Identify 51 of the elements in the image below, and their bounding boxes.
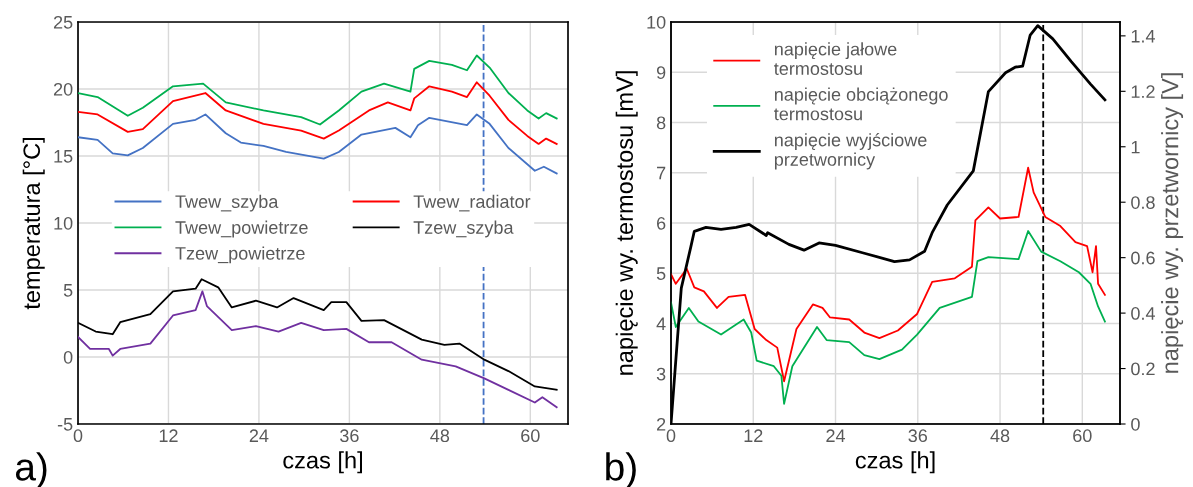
y-tick-label: 5 <box>656 267 666 280</box>
y-tick-label: 10 <box>647 15 666 29</box>
legend-label: Twew_radiator <box>413 194 531 212</box>
x-tick-label: 0 <box>666 429 676 443</box>
x-tick-label: 36 <box>340 429 359 443</box>
x-tick-label: 36 <box>908 429 928 443</box>
legend-label: Twew_szyba <box>175 194 279 212</box>
legend-label: Tzew_powietrze <box>175 246 305 264</box>
y-tick-label: -5 <box>57 418 73 431</box>
y-tick-label: 20 <box>53 82 73 96</box>
x-axis-title: czas [h] <box>855 451 935 474</box>
x-tick-label: 12 <box>159 429 178 442</box>
y-tick-label: 10 <box>54 216 73 230</box>
y2-tick-label: 1.4 <box>1131 29 1155 43</box>
y2-tick-label: 1.2 <box>1131 85 1155 98</box>
x-axis-title: czas [h] <box>283 451 362 474</box>
x-tick-label: 12 <box>744 429 763 442</box>
y2-axis-title: napięcie wy. przetwornicy [V] <box>1161 73 1184 373</box>
x-tick-label: 48 <box>430 429 450 443</box>
legend-label: Twew_powietrze <box>175 220 308 238</box>
y2-tick-label: 1 <box>1131 140 1140 154</box>
y-tick-label: 0 <box>63 350 73 364</box>
y-tick-label: 25 <box>53 15 73 29</box>
x-tick-label: 24 <box>826 429 846 442</box>
y-tick-label: 8 <box>656 116 666 130</box>
y-tick-label: 9 <box>656 66 666 79</box>
y2-tick-label: 0.8 <box>1131 196 1155 209</box>
line-series <box>78 290 558 409</box>
x-tick-label: 60 <box>521 429 540 443</box>
y-tick-label: 3 <box>656 367 666 381</box>
legend-label: Tzew_szyba <box>413 220 514 238</box>
y2-tick-label: 0.2 <box>1131 362 1155 376</box>
line-series <box>78 81 558 145</box>
line-series <box>671 230 1106 405</box>
y2-tick-label: 0.4 <box>1131 307 1155 320</box>
y-tick-label: 15 <box>54 150 73 163</box>
y-tick-label: 7 <box>657 166 666 180</box>
legend-label: napięcie wyjściowe przetwornicy <box>774 132 927 170</box>
y-tick-label: 4 <box>656 317 666 331</box>
y-axis-title: temperatura [°C] <box>22 137 45 310</box>
y-tick-label: 2 <box>657 417 666 431</box>
y2-tick-label: 0 <box>1131 417 1140 431</box>
x-tick-label: 0 <box>73 429 83 443</box>
y2-tick-label: 0.6 <box>1131 251 1155 265</box>
x-tick-label: 24 <box>249 429 269 442</box>
line-series <box>78 54 558 126</box>
x-tick-label: 60 <box>1073 429 1092 443</box>
y-axis-title: napięcie wy. termostosu [mV] <box>615 71 638 375</box>
x-tick-label: 48 <box>990 429 1010 443</box>
y-tick-label: 6 <box>657 216 666 230</box>
y-tick-label: 5 <box>63 284 73 297</box>
